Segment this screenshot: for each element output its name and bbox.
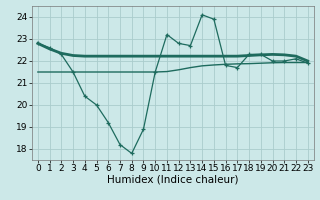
X-axis label: Humidex (Indice chaleur): Humidex (Indice chaleur) — [107, 175, 238, 185]
